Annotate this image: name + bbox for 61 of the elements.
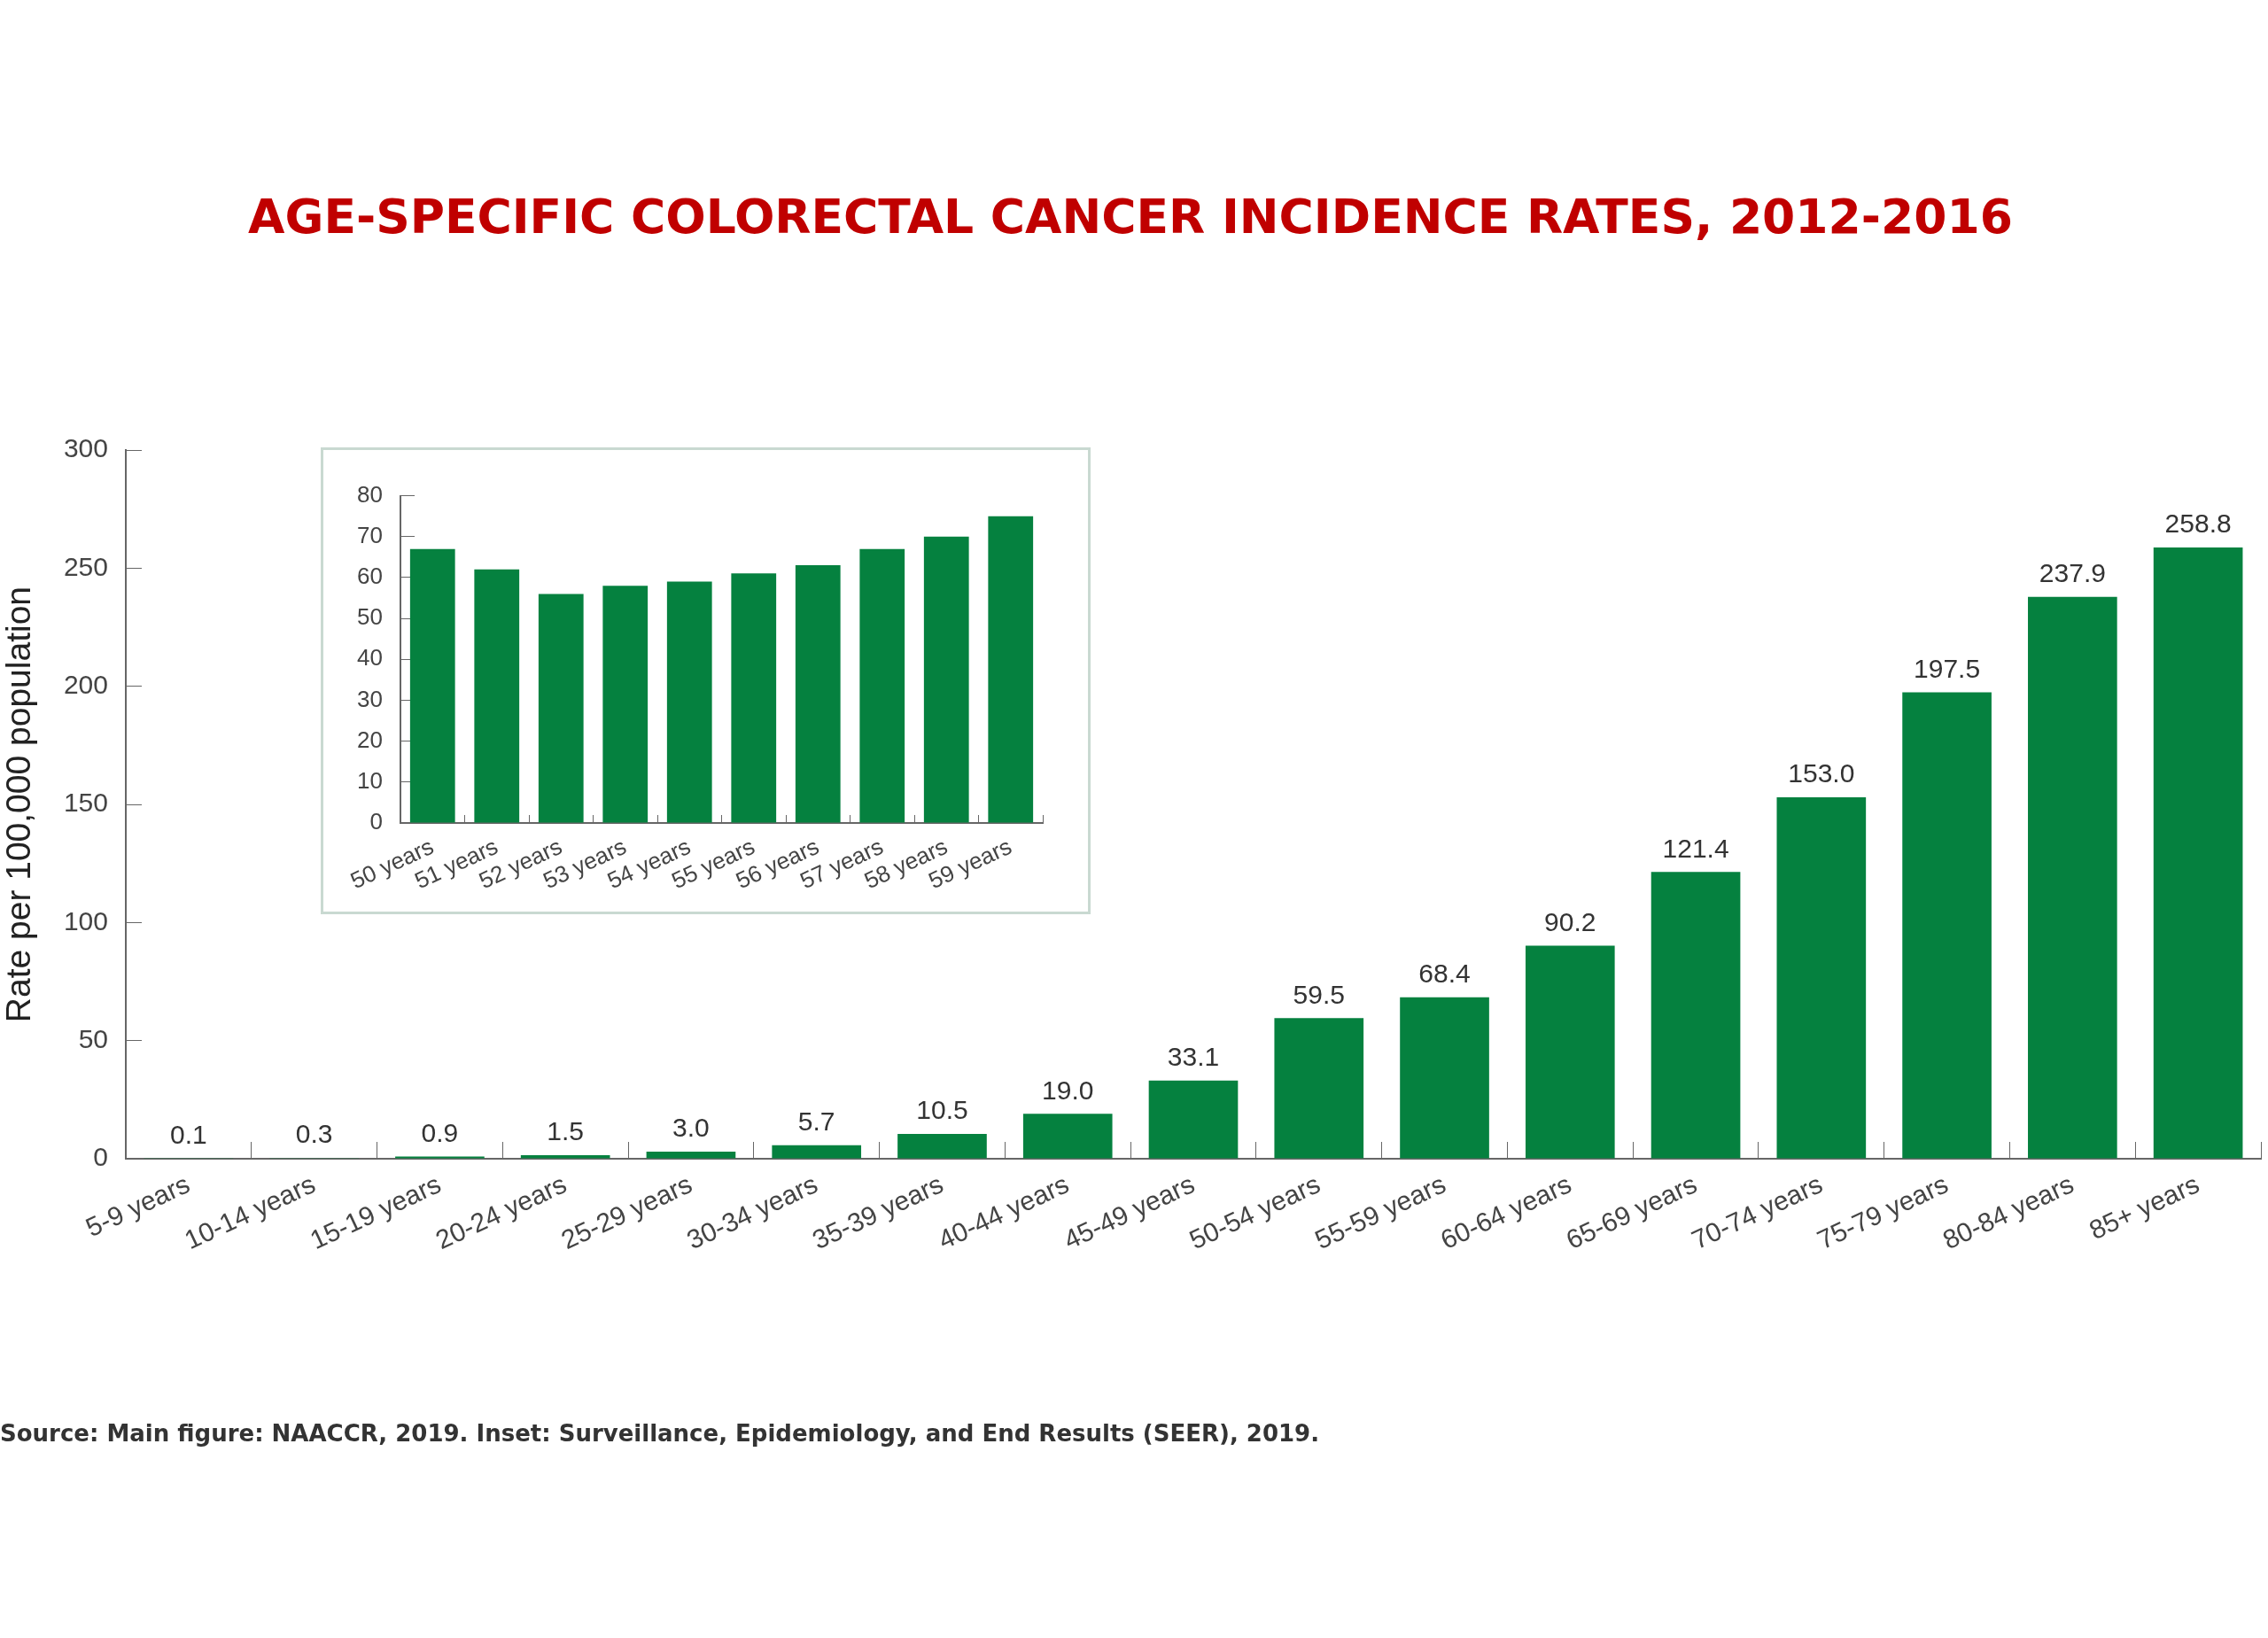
data-label: 68.4 xyxy=(1418,958,1471,988)
y-tick-label: 60 xyxy=(357,563,383,590)
y-tick-label: 40 xyxy=(357,644,383,672)
y-tick-label: 200 xyxy=(63,670,108,700)
bar xyxy=(988,516,1034,823)
y-tick-label: 300 xyxy=(63,433,108,463)
y-tick-label: 80 xyxy=(357,480,383,508)
y-tick-label: 0 xyxy=(93,1142,108,1172)
bar xyxy=(602,586,649,823)
bar xyxy=(731,573,777,823)
bar xyxy=(772,1145,862,1159)
y-tick-label: 100 xyxy=(63,905,108,935)
bar xyxy=(923,536,969,823)
data-label: 258.8 xyxy=(2164,508,2232,539)
x-tick-label: 85+ years xyxy=(2085,1168,2204,1246)
bar xyxy=(2028,596,2117,1159)
y-tick-label: 0 xyxy=(369,808,383,835)
data-label: 1.5 xyxy=(547,1116,585,1146)
data-label: 0.3 xyxy=(295,1119,333,1149)
source-note: Source: Main figure: NAACCR, 2019. Inset: Surveillance, Epidemiology, and End Results (SEER), 2019. xyxy=(0,1420,1320,1447)
data-label: 19.0 xyxy=(1042,1075,1094,1105)
bar xyxy=(1902,692,1992,1159)
bar xyxy=(1148,1080,1239,1159)
bar xyxy=(1274,1018,1364,1159)
bar xyxy=(520,1155,610,1159)
bar xyxy=(1400,997,1489,1159)
bar xyxy=(2153,547,2243,1159)
data-label: 197.5 xyxy=(1914,653,1981,683)
chart-title: AGE-SPECIFIC COLORECTAL CANCER INCIDENCE RATES, 2012-2016 xyxy=(248,188,2013,245)
bar xyxy=(897,1134,987,1159)
bar xyxy=(1776,797,1867,1159)
data-label: 121.4 xyxy=(1662,833,1729,863)
data-label: 10.5 xyxy=(916,1095,968,1125)
data-label: 90.2 xyxy=(1544,906,1596,936)
y-axis-title: Rate per 100,000 population xyxy=(0,586,38,1023)
data-label: 33.1 xyxy=(1167,1042,1220,1072)
bar xyxy=(795,565,841,823)
y-tick-label: 150 xyxy=(63,788,108,818)
y-tick-label: 250 xyxy=(63,551,108,581)
data-label: 237.9 xyxy=(2039,558,2106,588)
data-label: 59.5 xyxy=(1293,979,1345,1009)
y-tick-label: 10 xyxy=(357,767,383,794)
bar xyxy=(474,569,520,823)
data-label: 5.7 xyxy=(797,1106,835,1137)
bar xyxy=(409,548,455,823)
bar xyxy=(1651,872,1741,1159)
bar xyxy=(1022,1114,1113,1159)
bar xyxy=(646,1152,736,1159)
data-label: 0.1 xyxy=(170,1120,207,1149)
data-label: 153.0 xyxy=(1788,758,1855,788)
data-label: 3.0 xyxy=(672,1113,710,1143)
bar xyxy=(538,594,584,823)
y-tick-label: 50 xyxy=(357,603,383,631)
y-tick-label: 20 xyxy=(357,726,383,753)
y-tick-label: 50 xyxy=(78,1023,108,1053)
data-label: 0.9 xyxy=(421,1117,459,1147)
bar xyxy=(859,548,905,823)
y-tick-label: 30 xyxy=(357,685,383,712)
bar xyxy=(666,581,712,823)
y-tick-label: 70 xyxy=(357,521,383,548)
bar xyxy=(1525,945,1615,1159)
